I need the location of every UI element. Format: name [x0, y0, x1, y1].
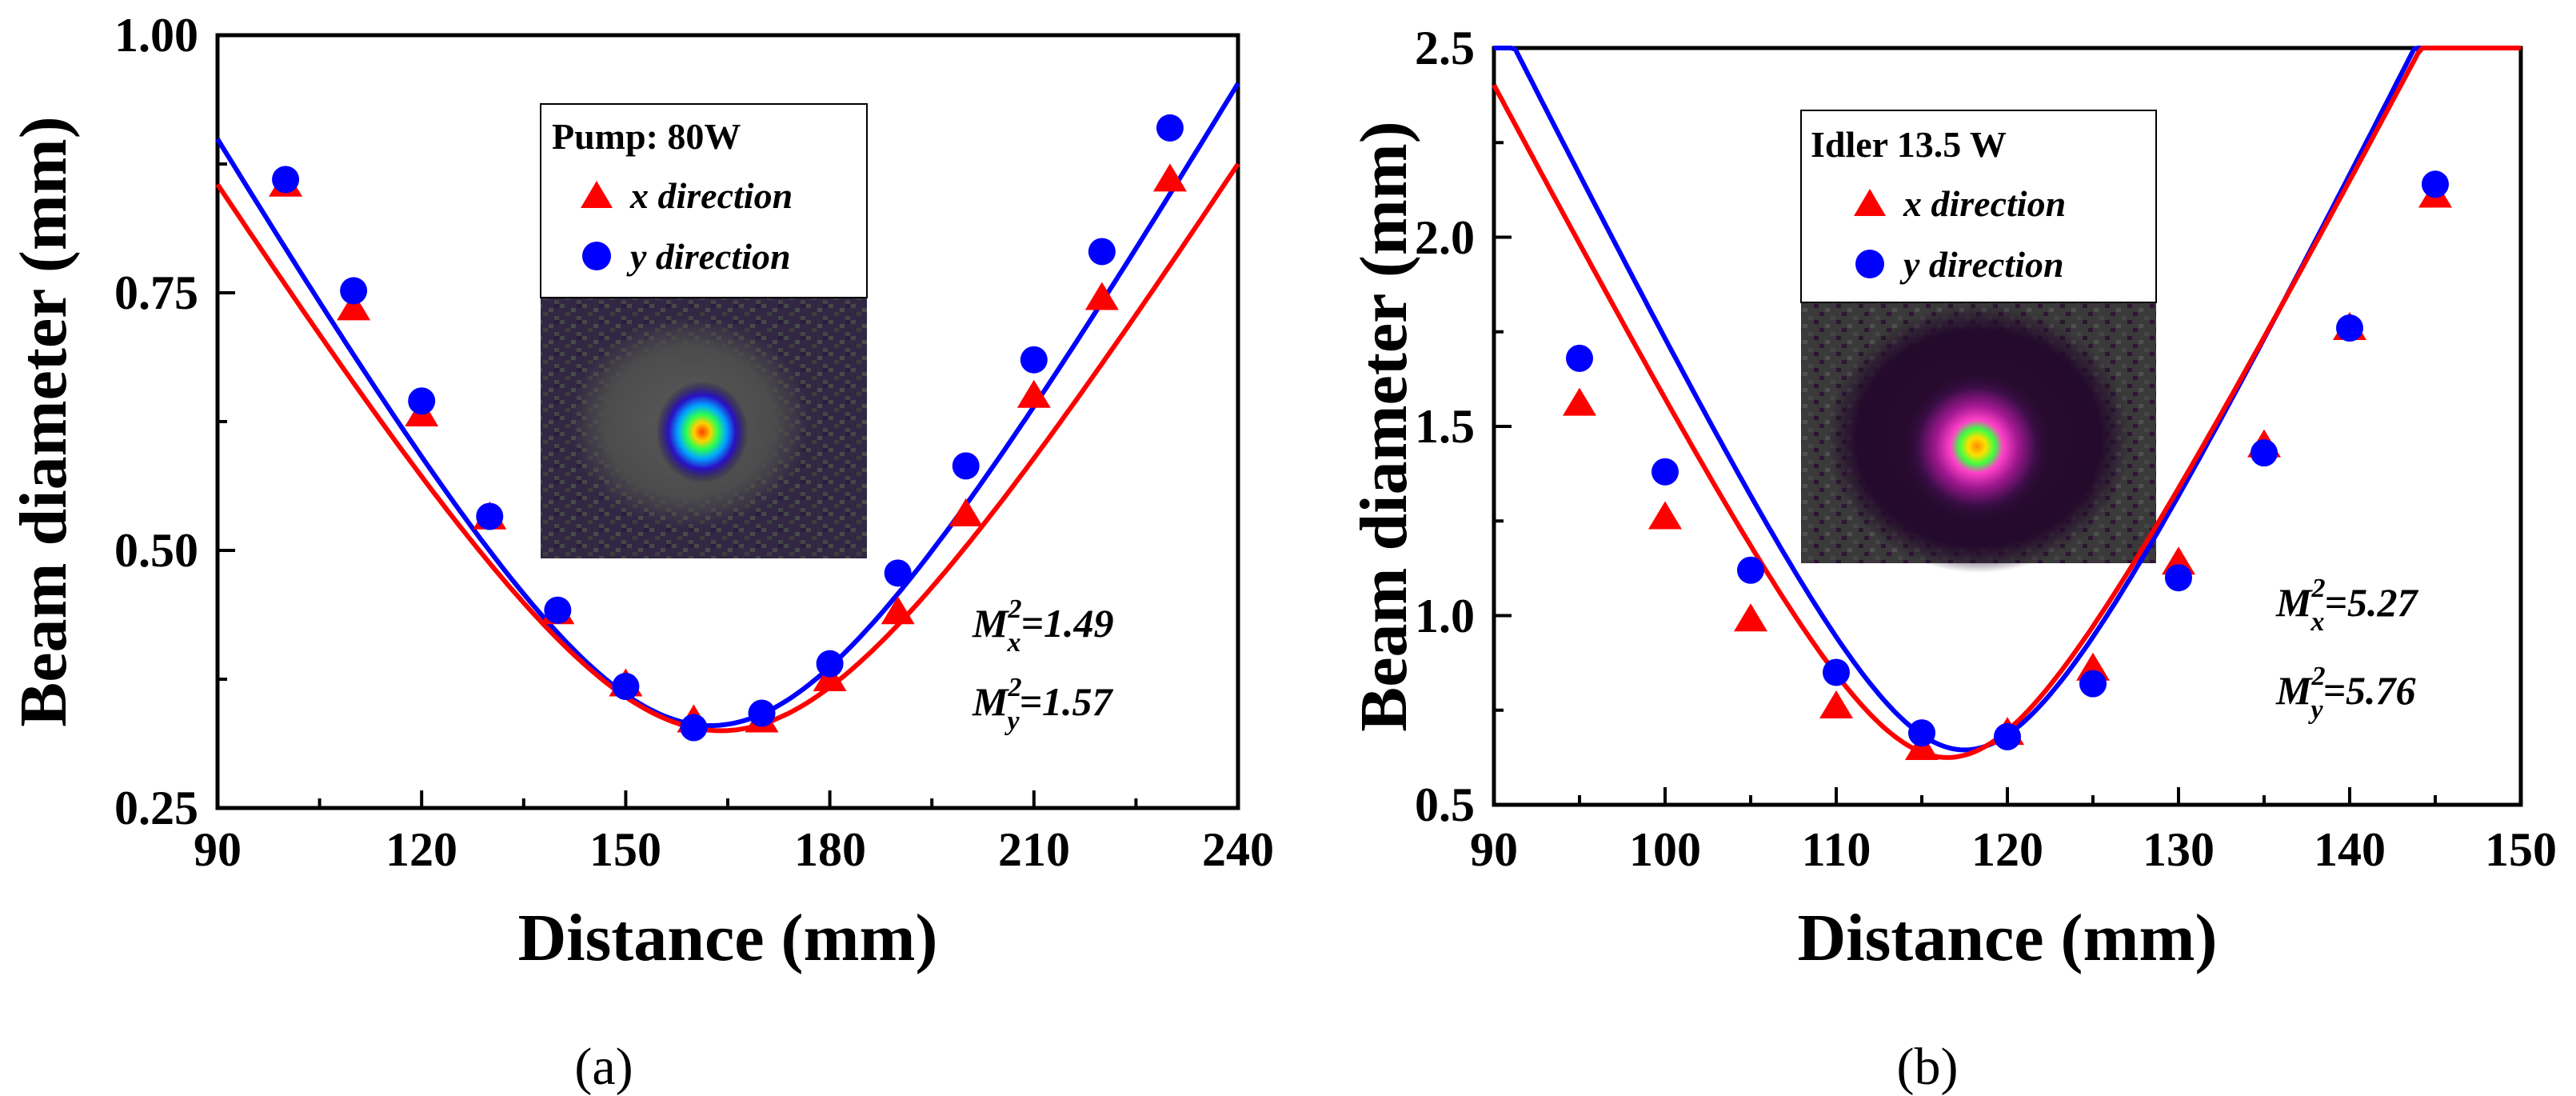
- legend-title-b: Idler 13.5 W: [1811, 124, 2007, 165]
- y-tick-label: 0.25: [114, 782, 198, 834]
- data-point-y-direction: [2422, 170, 2449, 198]
- data-point-x-direction: [1734, 603, 1767, 632]
- data-point-y-direction: [272, 166, 300, 194]
- legend-entry: x direction: [1903, 183, 2066, 224]
- legend-marker-triangle: [1854, 189, 1886, 216]
- x-tick-label: 240: [1202, 823, 1274, 876]
- data-point-y-direction: [1823, 658, 1850, 686]
- data-point-y-direction: [816, 650, 844, 678]
- m2-y-annotation: M2 y=5.76: [2275, 662, 2416, 725]
- data-point-x-direction: [337, 292, 371, 321]
- y-axis-label-a: Beam diameter (mm): [6, 116, 81, 727]
- legend-entry: x direction: [629, 175, 793, 216]
- m2-annotations-b: M2 x=5.27 M2 y=5.76: [2275, 574, 2418, 725]
- x-tick-label: 150: [589, 823, 661, 876]
- legend-entry: y direction: [626, 236, 791, 277]
- x-tick-label: 120: [385, 823, 457, 876]
- data-point-y-direction: [476, 502, 504, 530]
- x-tick-label: 120: [1971, 823, 2043, 876]
- chart-panel-a: 90 120 150 180 210 240 0.25 0.50 0.75 1.…: [6, 9, 1274, 1096]
- fit-curves-a: [215, 82, 1240, 734]
- data-point-x-direction: [949, 498, 983, 526]
- y-ticks-b: [1494, 46, 1512, 806]
- data-point-x-direction: [1819, 690, 1853, 719]
- legend-entry: y direction: [1899, 244, 2064, 285]
- panel-caption-a: (a): [574, 1038, 633, 1096]
- data-point-y-direction: [1737, 556, 1764, 584]
- m2-x-annotation: M2 x=1.49: [972, 594, 1113, 658]
- data-point-y-direction: [612, 673, 640, 701]
- data-point-y-direction: [1651, 458, 1679, 486]
- data-point-y-direction: [1908, 719, 1935, 747]
- m2-x-annotation: M2 x=5.27: [2275, 574, 2418, 637]
- y-tick-label: 1.0: [1415, 590, 1475, 642]
- data-point-x-direction: [1016, 379, 1051, 408]
- data-point-y-direction: [952, 452, 980, 480]
- data-point-y-direction: [680, 714, 708, 742]
- data-point-x-direction: [1084, 282, 1119, 310]
- x-tick-label: 100: [1629, 823, 1701, 876]
- x-tick-label: 90: [194, 823, 242, 876]
- data-point-y-direction: [2251, 439, 2278, 467]
- legend-title-a: Pump: 80W: [552, 116, 741, 157]
- data-point-y-direction: [408, 387, 436, 415]
- y-ticks-a: [218, 34, 235, 810]
- data-point-x-direction: [881, 596, 915, 625]
- x-tick-label: 140: [2314, 823, 2386, 876]
- m2-annotations-a: M2 x=1.49 M2 y=1.57: [972, 594, 1114, 736]
- legend-a: Pump: 80W x direction y direction: [540, 103, 868, 298]
- legend-marker-triangle: [581, 181, 613, 208]
- y-tick-label: 2.5: [1415, 22, 1475, 74]
- chart-panel-b: 90 100 110 120 130 140 150 0.5 1.0 1.5 2…: [1347, 22, 2557, 1096]
- legend-marker-circle: [582, 242, 611, 270]
- beam-profile-image-b: [1801, 302, 2156, 573]
- y-tick-label: 0.5: [1415, 778, 1475, 831]
- y-tick-label: 0.50: [114, 524, 198, 577]
- data-point-x-direction: [1563, 387, 1596, 416]
- panel-caption-b: (b): [1897, 1038, 1959, 1096]
- data-point-y-direction: [340, 277, 368, 305]
- data-point-y-direction: [1088, 238, 1116, 266]
- data-point-y-direction: [2165, 564, 2192, 592]
- fit-curve-y: [215, 82, 1240, 729]
- fit-curve-x: [215, 162, 1240, 734]
- x-tick-label: 110: [1802, 823, 1871, 876]
- y-tick-label: 0.75: [114, 266, 198, 319]
- y-tick-label: 2.0: [1415, 211, 1475, 264]
- data-point-x-direction: [1648, 501, 1682, 530]
- x-ticks-b: [1492, 787, 2522, 805]
- data-point-y-direction: [2079, 670, 2107, 698]
- beam-profile-image-a: [541, 298, 867, 558]
- x-axis-label-a: Distance (mm): [518, 901, 938, 975]
- data-point-y-direction: [1156, 114, 1184, 142]
- x-tick-label: 180: [794, 823, 866, 876]
- y-tick-label: 1.5: [1415, 400, 1475, 453]
- x-ticks-a: [216, 790, 1240, 808]
- x-tick-label: 150: [2485, 823, 2557, 876]
- legend-marker-circle: [1855, 250, 1884, 278]
- data-point-y-direction: [544, 596, 572, 624]
- y-tick-label: 1.00: [114, 9, 198, 62]
- data-point-y-direction: [884, 559, 912, 587]
- data-point-y-direction: [1020, 346, 1048, 374]
- x-axis-label-b: Distance (mm): [1798, 901, 2218, 975]
- legend-b: Idler 13.5 W x direction y direction: [1800, 110, 2157, 303]
- x-tick-label: 210: [998, 823, 1070, 876]
- x-tick-label: 130: [2143, 823, 2215, 876]
- data-point-y-direction: [1994, 722, 2021, 750]
- y-axis-label-b: Beam diameter (mm): [1347, 121, 1421, 732]
- data-points-b: [1563, 170, 2452, 761]
- data-point-y-direction: [2336, 314, 2363, 342]
- m2-y-annotation: M2 y=1.57: [972, 673, 1114, 736]
- data-point-x-direction: [1152, 163, 1187, 192]
- data-points-a: [269, 114, 1187, 742]
- data-point-y-direction: [1566, 344, 1593, 372]
- x-tick-label: 90: [1470, 823, 1518, 876]
- data-point-y-direction: [748, 699, 776, 727]
